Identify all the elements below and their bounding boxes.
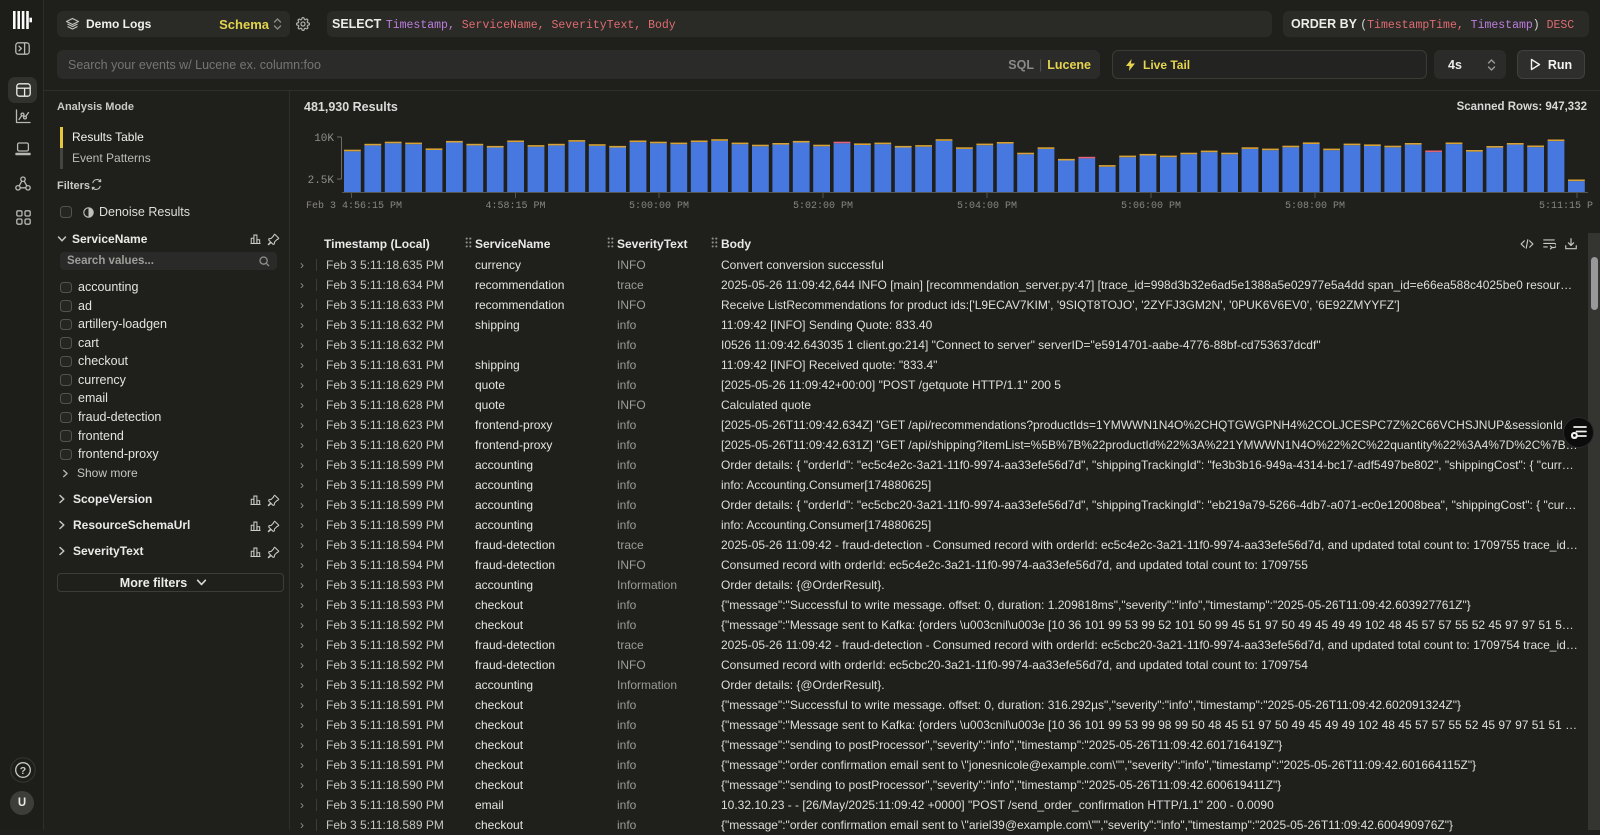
- svg-text:5:11:15 P: 5:11:15 P: [1539, 201, 1593, 212]
- svg-text:5:08:00 PM: 5:08:00 PM: [1285, 201, 1345, 212]
- svg-text:10K: 10K: [314, 133, 334, 145]
- svg-text:?: ?: [20, 765, 26, 777]
- svg-text:5:02:00 PM: 5:02:00 PM: [793, 201, 853, 212]
- svg-text:Feb 3 4:56:15 PM: Feb 3 4:56:15 PM: [306, 200, 402, 212]
- svg-text:2.5K: 2.5K: [308, 175, 335, 187]
- svg-text:5:00:00 PM: 5:00:00 PM: [629, 201, 689, 212]
- svg-text:5:06:00 PM: 5:06:00 PM: [1121, 201, 1181, 212]
- svg-text:5:04:00 PM: 5:04:00 PM: [957, 201, 1017, 212]
- svg-text:4:58:15 PM: 4:58:15 PM: [485, 201, 545, 212]
